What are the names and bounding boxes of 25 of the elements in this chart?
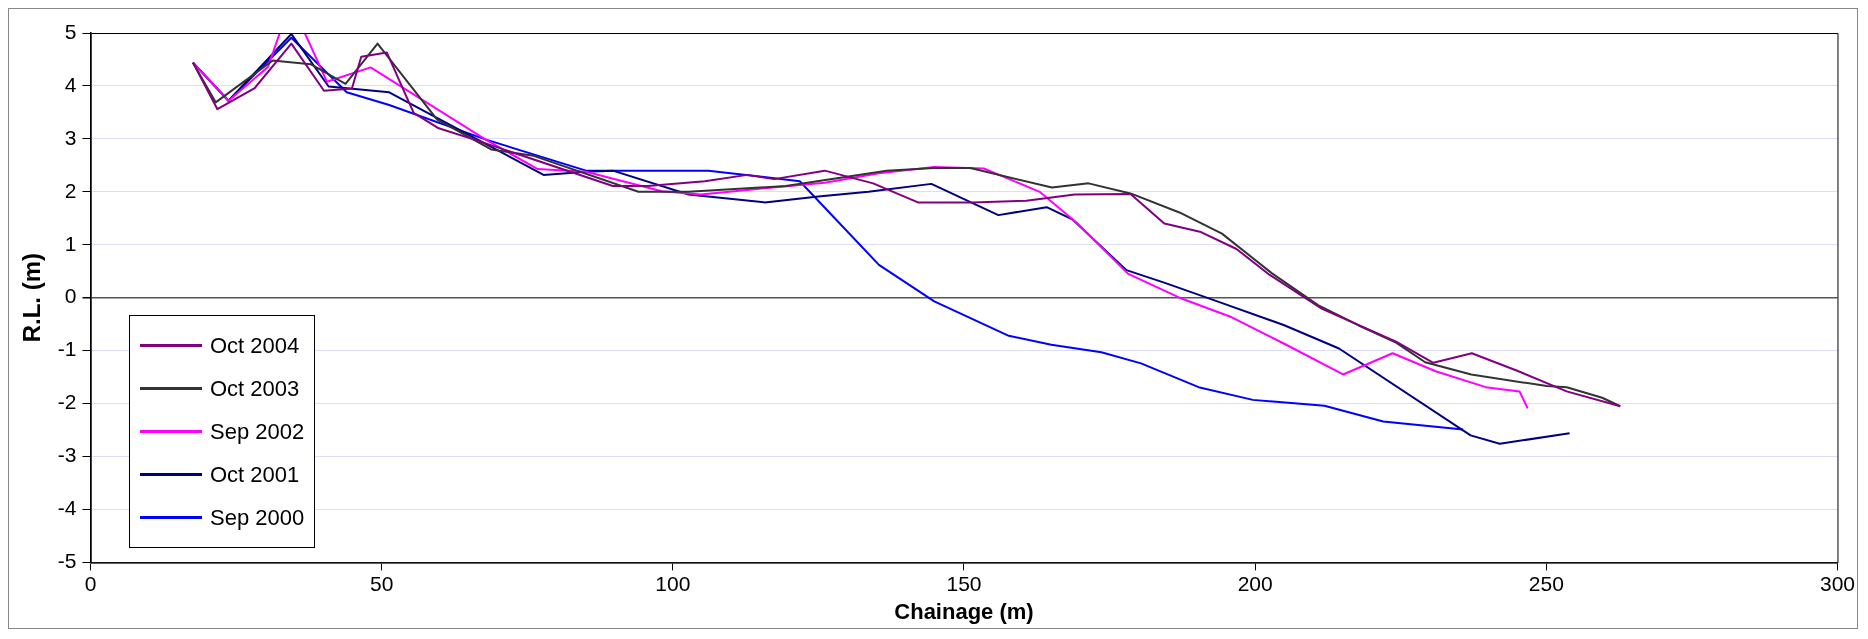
y-tick-label: 0: [64, 284, 77, 308]
y-tick-label: -5: [57, 549, 77, 573]
legend-label: Oct 2001: [210, 461, 300, 488]
x-tick-label: 300: [1819, 571, 1855, 595]
x-tick-label: 200: [1237, 571, 1273, 595]
y-tick-label: 3: [64, 125, 77, 149]
legend-label: Sep 2002: [210, 418, 305, 445]
x-tick-label: 0: [84, 571, 97, 595]
x-axis-title: Chainage (m): [894, 598, 1034, 624]
legend-label: Oct 2003: [210, 375, 300, 402]
y-tick-label: 5: [64, 19, 77, 43]
legend-label: Oct 2004: [210, 332, 300, 359]
y-tick-label: 1: [64, 231, 77, 255]
legend-label: Sep 2000: [210, 504, 305, 531]
x-tick-label: 100: [655, 571, 691, 595]
y-axis-title: R.L. (m): [18, 253, 46, 343]
y-tick-label: -3: [57, 443, 77, 467]
y-tick-label: -4: [57, 496, 77, 520]
x-tick-label: 250: [1528, 571, 1564, 595]
y-tick-label: -1: [57, 337, 77, 361]
y-tick-label: -2: [57, 390, 77, 414]
x-tick-label: 50: [369, 571, 394, 595]
y-tick-label: 4: [64, 72, 77, 96]
x-tick-label: 150: [946, 571, 982, 595]
y-tick-label: 2: [64, 178, 77, 202]
